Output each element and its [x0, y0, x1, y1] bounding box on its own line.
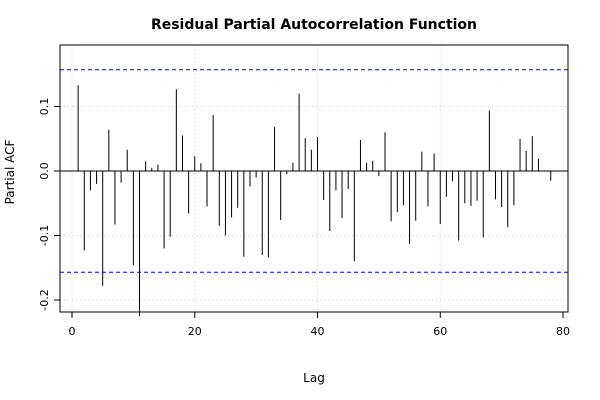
plot-frame	[59, 44, 569, 313]
x-tick-label: 80	[556, 325, 570, 338]
x-axis-label: Lag	[303, 371, 325, 385]
y-axis-label: Partial ACF	[3, 140, 17, 205]
x-tick-label: 60	[433, 325, 447, 338]
chart-title: Residual Partial Autocorrelation Functio…	[151, 17, 477, 33]
y-tick-label: -0.2	[38, 289, 51, 310]
y-tick-label: 0.0	[38, 162, 51, 180]
y-axis: -0.2 -0.1 0.0 0.1	[38, 98, 60, 311]
confidence-bounds	[60, 69, 568, 273]
y-tick-label: -0.1	[38, 225, 51, 246]
x-tick-label: 0	[69, 325, 76, 338]
x-axis: 0 20 40 60 80	[69, 312, 570, 338]
y-tick-label: 0.1	[38, 98, 51, 116]
x-tick-label: 20	[188, 325, 202, 338]
pacf-spikes	[77, 85, 552, 317]
x-tick-label: 40	[311, 325, 325, 338]
